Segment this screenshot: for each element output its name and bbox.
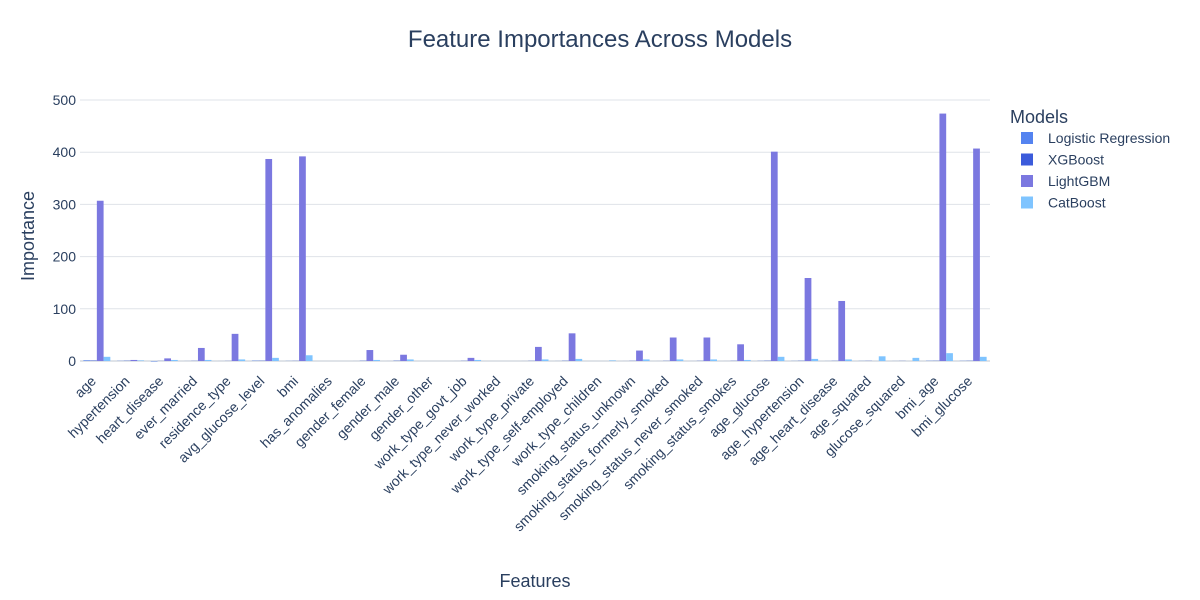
- bar: [265, 158, 273, 361]
- chart-title: Feature Importances Across Models: [408, 26, 792, 53]
- legend-title: Models: [1010, 107, 1068, 127]
- bar: [164, 358, 171, 361]
- legend-item-label: XGBoost: [1048, 152, 1104, 168]
- y-tick-label: 400: [53, 144, 77, 160]
- legend-swatch: [1021, 175, 1033, 187]
- bar: [366, 350, 374, 361]
- bar: [541, 359, 549, 361]
- x-tick-label: bmi: [274, 373, 301, 400]
- bar: [804, 278, 812, 361]
- bar: [811, 358, 819, 361]
- bar: [96, 200, 104, 361]
- bar: [474, 359, 482, 361]
- bar: [400, 354, 407, 361]
- bar: [137, 360, 145, 361]
- bar: [238, 359, 246, 361]
- bar: [676, 359, 684, 361]
- y-tick-labels: 0 100 200 300 400 500: [53, 92, 77, 369]
- bar: [568, 333, 576, 361]
- bar: [197, 347, 205, 361]
- y-tick-label: 300: [53, 196, 77, 212]
- bar: [669, 337, 677, 361]
- bar: [204, 359, 212, 361]
- bar: [743, 359, 751, 361]
- bar: [305, 355, 313, 361]
- bar: [838, 300, 846, 361]
- bar: [231, 333, 239, 361]
- bar: [535, 346, 542, 361]
- bar: [642, 359, 650, 361]
- legend-item-label: CatBoost: [1048, 195, 1106, 211]
- x-tick-label: age: [71, 373, 99, 401]
- bar: [636, 350, 643, 361]
- y-tick-label: 500: [53, 92, 77, 108]
- bar: [467, 357, 475, 361]
- bar: [130, 359, 138, 361]
- legend: Models Logistic Regression XGBoost LightGB…: [1010, 107, 1170, 211]
- y-tick-label: 200: [53, 249, 77, 265]
- bar: [575, 358, 583, 361]
- legend-swatch: [1021, 196, 1033, 209]
- y-tick-label: 100: [53, 301, 77, 317]
- bar: [103, 356, 111, 361]
- bar: [373, 359, 380, 361]
- legend-item-label: Logistic Regression: [1048, 130, 1170, 146]
- bar: [946, 353, 953, 361]
- bar: [406, 359, 414, 361]
- bars: [83, 113, 987, 362]
- bar: [299, 156, 306, 361]
- legend-swatch: [1021, 153, 1033, 166]
- bar: [703, 337, 711, 361]
- legend-item-label: LightGBM: [1048, 173, 1110, 189]
- gridlines: [80, 99, 990, 362]
- bar: [973, 148, 980, 361]
- y-tick-label: 0: [68, 353, 76, 369]
- legend-swatch: [1021, 132, 1033, 144]
- bar: [171, 359, 178, 361]
- x-axis-title: Features: [499, 571, 570, 591]
- bar: [737, 344, 744, 361]
- bar: [770, 151, 778, 361]
- bar: [878, 356, 886, 361]
- bar: [979, 356, 987, 361]
- bar: [912, 357, 920, 361]
- bar: [609, 360, 616, 361]
- x-tick-labels: agehypertensionheart_diseaseever_married…: [65, 373, 976, 535]
- bar: [83, 360, 91, 361]
- y-axis-title: Importance: [18, 191, 38, 281]
- bar: [710, 359, 717, 361]
- bar: [845, 359, 852, 361]
- bar: [939, 113, 947, 362]
- bar: [777, 356, 785, 361]
- bar: [272, 357, 279, 361]
